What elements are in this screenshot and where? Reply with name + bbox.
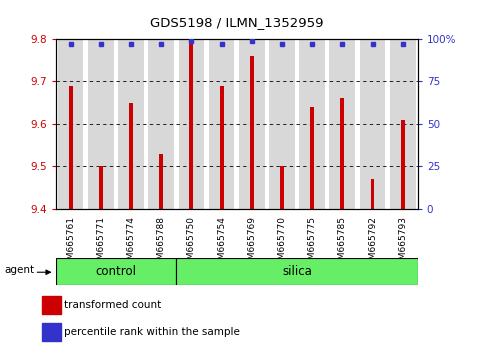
Text: transformed count: transformed count — [64, 300, 161, 310]
Text: silica: silica — [282, 265, 312, 278]
Bar — [56, 258, 176, 285]
Bar — [341, 98, 344, 209]
Bar — [310, 107, 314, 209]
Text: GDS5198 / ILMN_1352959: GDS5198 / ILMN_1352959 — [150, 16, 324, 29]
Bar — [220, 86, 224, 209]
Bar — [159, 154, 163, 209]
Bar — [42, 323, 61, 341]
Bar — [370, 179, 374, 209]
Text: control: control — [96, 265, 136, 278]
Bar — [269, 39, 295, 209]
Bar — [250, 56, 254, 209]
Bar — [390, 39, 415, 209]
Bar — [148, 39, 174, 209]
Text: agent: agent — [4, 266, 35, 275]
Bar — [280, 166, 284, 209]
Bar — [118, 39, 144, 209]
Bar — [360, 39, 385, 209]
Bar — [299, 39, 325, 209]
Bar — [129, 103, 133, 209]
Bar — [189, 39, 193, 209]
Bar — [176, 258, 418, 285]
Bar — [239, 39, 265, 209]
Bar — [88, 39, 114, 209]
Bar — [179, 39, 204, 209]
Bar — [42, 296, 61, 314]
Bar — [329, 39, 355, 209]
Bar — [401, 120, 405, 209]
Bar — [99, 166, 103, 209]
Bar — [58, 39, 84, 209]
Bar — [69, 86, 72, 209]
Bar — [209, 39, 234, 209]
Text: percentile rank within the sample: percentile rank within the sample — [64, 327, 240, 337]
